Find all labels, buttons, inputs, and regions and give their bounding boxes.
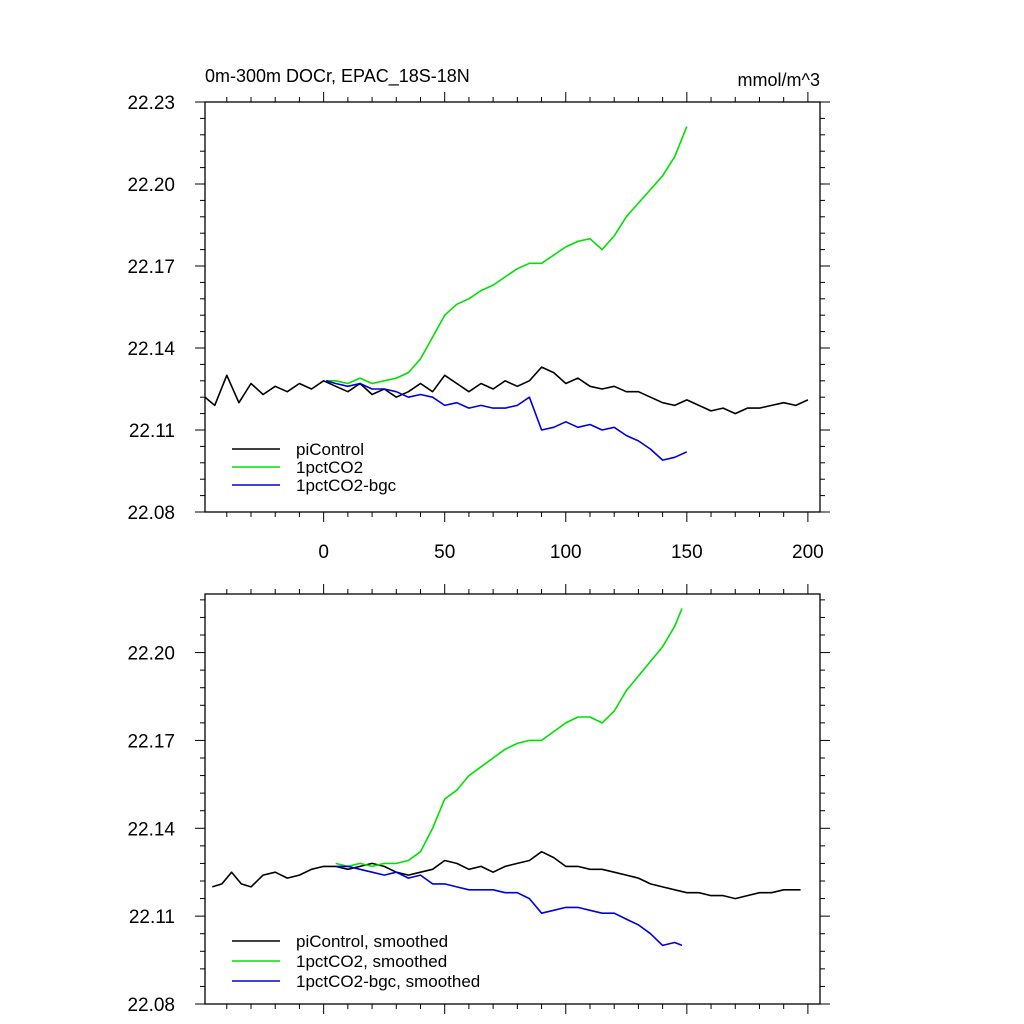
bottom-series-line-1pctco2-bgc-smoothed	[335, 865, 683, 947]
top-chart-panel: 0 50 100 150 200 22.08 22.11 22.14 22.17 22.20 22.…	[127, 92, 830, 563]
bottom-y-tick-label: 22.14	[127, 819, 175, 840]
bottom-legend-label: 1pctCO2-bgc, smoothed	[296, 972, 480, 991]
bottom-y-tick-label: 22.17	[127, 731, 175, 752]
top-x-tick-label: 150	[671, 542, 703, 563]
top-legend-label: 1pctCO2	[296, 458, 363, 477]
top-x-tick-label: 200	[792, 542, 824, 563]
bottom-chart-panel: 22.08 22.11 22.14 22.17 22.20 piControl, smoo…	[127, 584, 830, 1016]
top-y-tick-label: 22.20	[127, 175, 175, 196]
top-y-tick-label: 22.11	[129, 421, 175, 442]
bottom-plot-frame	[204, 593, 821, 1005]
bottom-series-line-picontrol-smoothed	[212, 850, 801, 900]
top-x-tick-label: 50	[434, 542, 455, 563]
top-y-tick-label: 22.17	[127, 257, 175, 278]
top-series-line-picontrol	[204, 366, 809, 415]
top-chart-title: 0m-300m DOCr, EPAC_18S-18N	[205, 66, 470, 87]
top-series-line-1pctco2	[326, 126, 688, 385]
top-x-tick-label: 0	[318, 542, 329, 563]
bottom-y-tick-label: 22.20	[127, 644, 175, 665]
top-y-tick-label: 22.08	[127, 503, 175, 524]
bottom-y-tick-label: 22.11	[129, 907, 175, 928]
bottom-series-line-1pctco2-smoothed	[335, 608, 683, 868]
top-plot-frame	[204, 101, 821, 513]
top-chart-units: mmol/m^3	[738, 70, 820, 90]
top-series-line-1pctco2-bgc	[325, 380, 688, 461]
bottom-legend-label: piControl, smoothed	[296, 932, 448, 951]
top-legend-label: piControl	[296, 440, 364, 459]
top-legend-label: 1pctCO2-bgc	[296, 476, 397, 495]
bottom-y-tick-label: 22.08	[127, 995, 175, 1016]
top-y-tick-label: 22.23	[127, 93, 175, 114]
bottom-legend-label: 1pctCO2, smoothed	[296, 952, 447, 971]
top-y-tick-label: 22.14	[127, 339, 175, 360]
top-x-tick-label: 100	[550, 542, 582, 563]
